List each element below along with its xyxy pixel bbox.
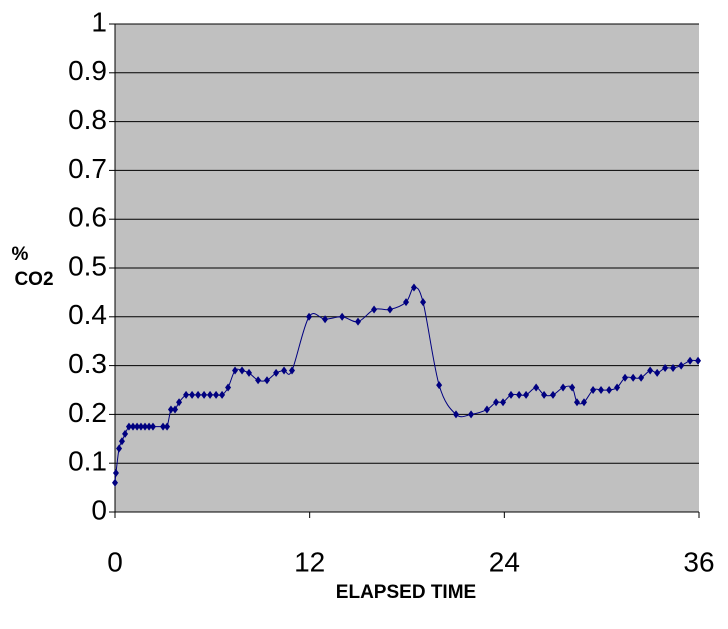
data-point [149,422,156,431]
data-point [500,398,507,407]
data-point [507,390,514,399]
data-point [678,361,685,370]
data-point [355,317,362,326]
data-point [647,366,654,375]
data-point [146,422,153,431]
data-point [183,390,190,399]
data-point [306,312,313,321]
data-point [371,305,378,314]
data-point [403,298,410,307]
data-point [614,383,621,392]
x-tick-label: 24 [489,546,520,577]
data-point [550,390,556,399]
data-point [322,315,329,324]
data-point [695,356,702,365]
data-point [410,283,417,292]
x-tick-label: 12 [294,546,325,577]
data-point [176,398,183,407]
data-point [606,386,613,394]
data-point [125,422,132,431]
data-point [112,478,118,487]
y-tick-label: 0.6 [68,202,107,233]
data-point [670,364,677,373]
y-tick-label: 1 [91,6,107,37]
data-point [195,390,202,399]
data-point [239,366,246,375]
data-point [137,422,144,431]
data-point [386,305,393,314]
y-tick-label: 0.2 [68,397,107,428]
y-tick-label: 0.7 [68,153,107,184]
data-point [232,366,239,375]
data-point [264,376,271,385]
y-tick-label: 0.4 [68,299,107,330]
y-tick-label: 0 [91,494,107,525]
data-point [580,398,587,407]
data-point [630,373,637,382]
data-point [219,390,226,399]
data-point [255,376,262,385]
x-axis-title: ELAPSED TIME [336,582,476,603]
data-point [122,429,129,438]
data-point [189,390,196,399]
data-point [638,373,645,382]
data-point [142,422,149,431]
data-point [483,405,490,414]
data-point [468,410,475,419]
data-point [687,356,694,365]
data-point [569,383,576,392]
x-tick-label: 0 [107,546,123,577]
data-point [493,398,500,407]
data-point [201,390,208,399]
data-point [339,312,346,321]
data-point [523,390,530,399]
data-point [654,368,661,377]
data-point [288,366,295,375]
data-point [590,386,597,394]
data-point [172,405,179,414]
y-tick-label: 0.3 [68,348,107,379]
data-point [281,366,288,375]
data-point [118,437,125,446]
y-axis-title: CO2 [14,269,53,290]
y-tick-label: 0.9 [68,55,107,86]
data-point [452,410,459,419]
data-point [207,390,214,399]
data-point [167,405,174,414]
data-point [533,383,540,392]
data-point [436,381,443,390]
data-point [116,444,123,453]
data-point [273,368,280,377]
data-point [662,364,669,373]
y-axis-title: % [12,244,29,265]
data-point [130,422,137,431]
data-point [225,383,232,392]
data-point [574,398,581,407]
data-point [622,373,629,382]
data-point [245,368,252,377]
data-point [213,390,220,399]
y-tick-label: 0.8 [68,104,107,135]
y-tick-label: 0.1 [68,446,107,477]
y-tick-label: 0.5 [68,250,107,281]
data-point [164,422,171,431]
data-point [160,422,167,431]
data-point [516,390,523,399]
data-point [598,386,605,394]
data-point [541,390,548,399]
x-tick-label: 36 [683,546,714,577]
data-point [112,468,119,477]
data-point [134,422,141,431]
data-point [420,298,427,307]
data-point [560,383,567,392]
